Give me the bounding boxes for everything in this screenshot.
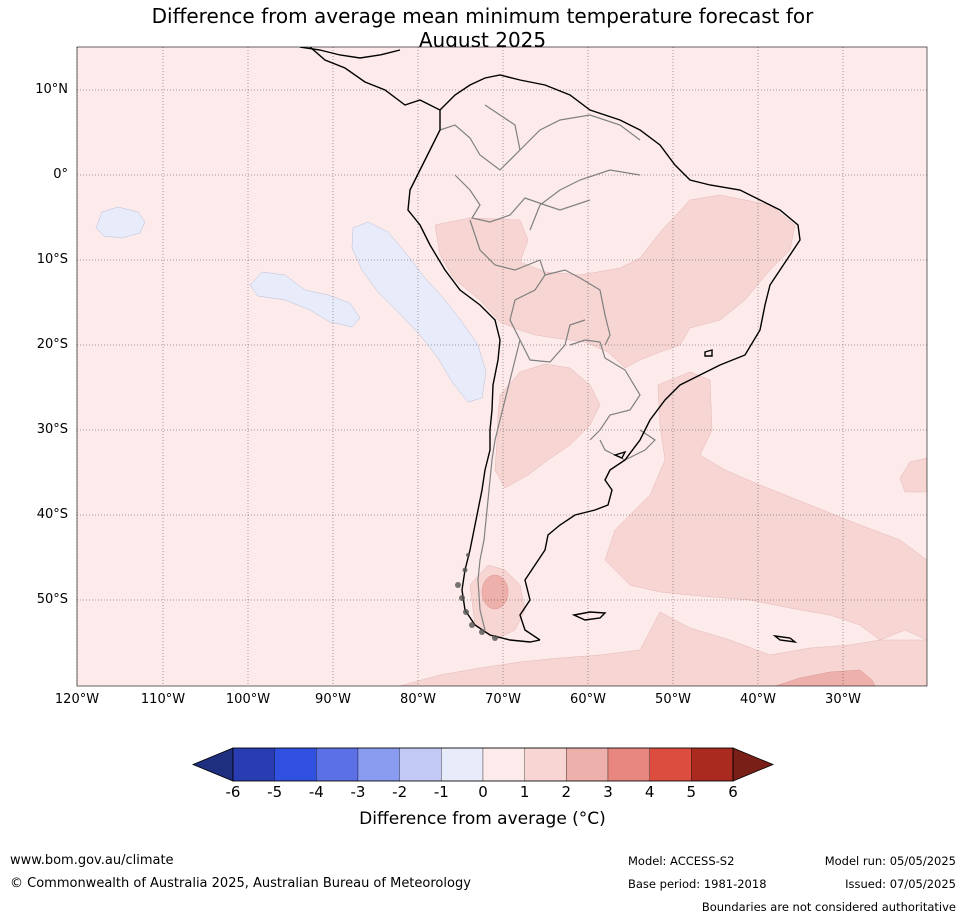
map-gridlines (76, 47, 927, 686)
lon-label-100w: 100°W (225, 692, 271, 707)
colorbar-tick-label: 2 (561, 783, 572, 801)
anomaly-region-east-atlantic (899, 457, 927, 493)
lat-label-50s: 50°S (36, 592, 68, 607)
lon-label-70w: 70°W (485, 692, 521, 707)
colorbar-segment (232, 747, 275, 782)
colorbar-segment (441, 747, 484, 782)
colorbar-tick-label: 5 (686, 783, 697, 801)
footer-model: Model: ACCESS-S2 (628, 854, 735, 868)
lat-label-30s: 30°S (36, 422, 68, 437)
colorbar-segment (274, 747, 317, 782)
lon-label-110w: 110°W (140, 692, 186, 707)
footer-copyright: © Commonwealth of Australia 2025, Austra… (10, 876, 471, 891)
colorbar-tick-label: -3 (350, 783, 366, 801)
anomaly-region-south (399, 611, 927, 686)
lon-label-80w: 80°W (400, 692, 436, 707)
coastline (299, 47, 801, 644)
footer-issued: Issued: 07/05/2025 (845, 877, 956, 891)
lat-label-0: 0° (53, 167, 68, 182)
map-field (77, 47, 927, 686)
anomaly-cool-pacific-3 (249, 271, 361, 328)
colorbar-segment (482, 747, 525, 782)
colorbar-segment (524, 747, 567, 782)
colorbar-segment (566, 747, 609, 782)
footer-disclaimer: Boundaries are not considered authoritat… (701, 900, 956, 914)
colorbar-tick-label: 4 (644, 783, 655, 801)
colorbar-tick-label: -1 (433, 783, 449, 801)
anomaly-region-amazon (434, 194, 796, 369)
colorbar-tick-label: 1 (519, 783, 530, 801)
colorbar-segment (691, 747, 734, 782)
colorbar-label: Difference from average (°C) (359, 809, 606, 829)
footer-model-run: Model run: 05/05/2025 (824, 854, 956, 868)
colorbar-segment (316, 747, 359, 782)
lon-label-50w: 50°W (655, 692, 691, 707)
anomaly-cool-pacific-1 (95, 206, 146, 239)
colorbar-tick-label: -2 (392, 783, 408, 801)
country-borders (439, 104, 656, 631)
colorbar-frame (232, 747, 734, 782)
title-line-1: Difference from average mean minimum tem… (151, 4, 814, 28)
colorbar-segment (649, 747, 692, 782)
colorbar-arrow-high (732, 747, 775, 782)
colorbar-segments (191, 747, 775, 782)
footer-base-period: Base period: 1981-2018 (628, 877, 767, 891)
colorbar-tick-label: -6 (225, 783, 241, 801)
chilean-archipelago (455, 553, 498, 641)
lon-label-120w: 120°W (54, 692, 100, 707)
colorbar-tick-label: -5 (267, 783, 283, 801)
colorbar-segment (357, 747, 400, 782)
anomaly-hotspot-patagonia (481, 574, 509, 610)
colorbar-segment (607, 747, 650, 782)
lat-label-10n: 10°N (35, 82, 68, 97)
lat-label-40s: 40°S (36, 507, 68, 522)
colorbar-tick-label: 3 (603, 783, 613, 801)
footer-url: www.bom.gov.au/climate (10, 853, 174, 868)
lat-label-10s: 10°S (36, 252, 68, 267)
colorbar-tick-label: -4 (308, 783, 324, 801)
anomaly-cool-pacific-2 (351, 221, 487, 403)
lat-label-20s: 20°S (36, 337, 68, 352)
map-frame (76, 46, 928, 687)
colorbar-tick-label: 6 (728, 783, 738, 801)
colorbar-arrow-low (191, 747, 234, 782)
colorbar-segment (399, 747, 442, 782)
lon-label-30w: 30°W (825, 692, 861, 707)
lon-label-40w: 40°W (740, 692, 776, 707)
anomaly-hotspot-south (774, 669, 876, 686)
lon-label-60w: 60°W (570, 692, 606, 707)
lon-label-90w: 90°W (315, 692, 351, 707)
colorbar-tick-label: 0 (478, 783, 488, 801)
anomaly-region-argentina (494, 363, 601, 489)
map-title: Difference from average mean minimum tem… (0, 4, 965, 52)
